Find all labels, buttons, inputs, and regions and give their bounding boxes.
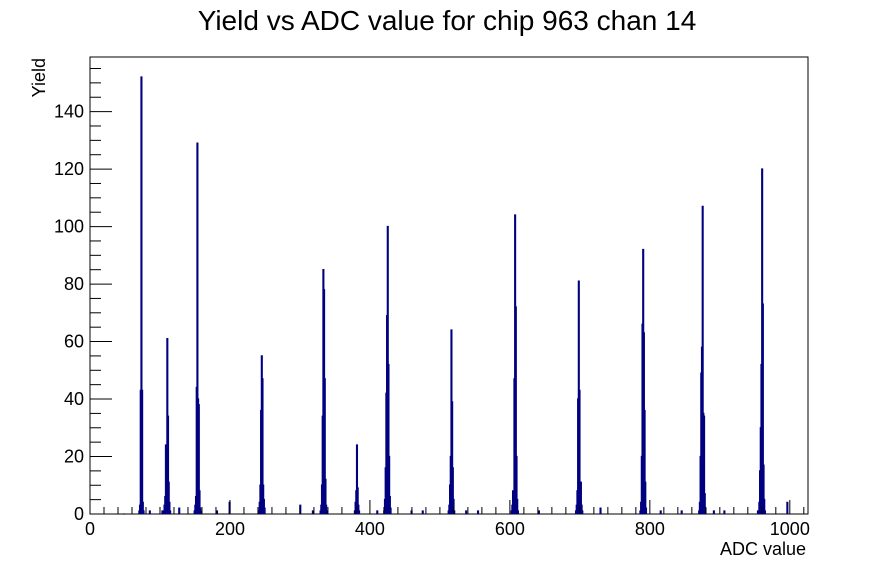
- histogram-bin: [325, 504, 328, 514]
- histogram-bin: [421, 510, 424, 514]
- histogram-bin: [644, 507, 648, 514]
- x-tick-label: 0: [85, 519, 95, 539]
- histogram-bin: [161, 510, 164, 514]
- histogram-bin: [198, 490, 201, 514]
- histogram-bin: [261, 378, 264, 514]
- histogram-bin: [578, 389, 581, 514]
- histogram-bin: [516, 498, 519, 514]
- histogram-bin: [712, 510, 715, 514]
- histogram-bin: [140, 76, 143, 514]
- histogram-bin: [196, 142, 199, 514]
- y-tick-label: 60: [64, 332, 84, 352]
- histogram-bin: [148, 510, 151, 514]
- x-axis: 0 200 400 600 800 1000: [85, 500, 810, 539]
- histogram-bin: [387, 363, 390, 514]
- histogram-bin: [763, 498, 766, 514]
- y-tick-label: 40: [64, 389, 84, 409]
- histogram-bin: [516, 510, 519, 514]
- y-tick-label: 100: [54, 217, 84, 237]
- histogram-bin: [169, 510, 172, 514]
- x-tick-label: 600: [495, 519, 525, 539]
- x-tick-label: 1000: [770, 519, 810, 539]
- histogram-bin: [356, 487, 359, 514]
- histogram-bin: [141, 389, 144, 514]
- histogram-bin: [514, 306, 517, 514]
- x-axis-label: ADC value: [720, 539, 806, 559]
- histogram-bin: [659, 510, 662, 514]
- histogram-bin: [465, 510, 468, 514]
- histogram-bin: [388, 496, 391, 514]
- y-tick-label: 20: [64, 447, 84, 467]
- histogram-bin: [357, 504, 360, 514]
- histogram-bin: [199, 510, 202, 514]
- histogram-bin: [325, 510, 328, 514]
- histogram-bin: [355, 444, 359, 514]
- histogram-bin: [262, 498, 265, 514]
- histogram-bin: [580, 504, 583, 514]
- y-tick-label: 140: [54, 102, 84, 122]
- histogram-bin: [167, 481, 170, 514]
- histogram-bin: [389, 507, 392, 514]
- histogram-bin: [579, 481, 582, 514]
- histogram-bin: [761, 303, 764, 514]
- y-tick-label: 80: [64, 274, 84, 294]
- histogram-bin: [358, 510, 361, 514]
- histogram-bin: [263, 507, 266, 514]
- histogram-bin: [515, 455, 518, 514]
- histogram-bin: [311, 510, 314, 514]
- histogram-bin: [168, 501, 171, 514]
- histogram-bin: [476, 510, 480, 514]
- histogram-bin: [599, 507, 602, 514]
- histogram-bin: [723, 510, 726, 514]
- histogram-bin: [141, 501, 144, 514]
- y-tick-label: 120: [54, 159, 84, 179]
- y-axis-label: Yield: [29, 58, 49, 97]
- histogram-bars: [123, 76, 789, 515]
- histogram-bin: [323, 378, 326, 514]
- chart-title: Yield vs ADC value for chip 963 chan 14: [198, 5, 697, 36]
- histogram-bin: [537, 510, 540, 514]
- histogram-bin: [762, 464, 765, 514]
- histogram-bin: [166, 415, 170, 514]
- x-tick-label: 400: [355, 519, 385, 539]
- histogram-bin: [452, 498, 455, 514]
- x-tick-label: 200: [215, 519, 245, 539]
- histogram-bin: [451, 401, 454, 514]
- histogram-bin: [703, 493, 706, 514]
- y-axis: 0 20 40 60 80 100 120 140: [54, 67, 112, 524]
- histogram-bin: [324, 478, 327, 514]
- histogram-bin: [763, 510, 767, 514]
- histogram-bin: [786, 501, 789, 514]
- histogram-bin: [680, 510, 683, 514]
- histogram-bin: [644, 481, 647, 514]
- histogram-bin: [142, 510, 145, 514]
- histogram-bin: [178, 507, 181, 514]
- histogram-bin: [376, 510, 379, 514]
- y-tick-label: 0: [74, 504, 84, 524]
- histogram-bin: [643, 409, 646, 514]
- histogram-bin: [701, 205, 704, 514]
- x-tick-label: 800: [635, 519, 665, 539]
- histogram-bin: [388, 455, 391, 514]
- histogram-bin: [197, 404, 200, 514]
- histogram-bin: [581, 510, 584, 514]
- histogram-bin: [215, 510, 219, 514]
- histogram-bin: [703, 415, 706, 514]
- histogram-bin: [451, 467, 454, 514]
